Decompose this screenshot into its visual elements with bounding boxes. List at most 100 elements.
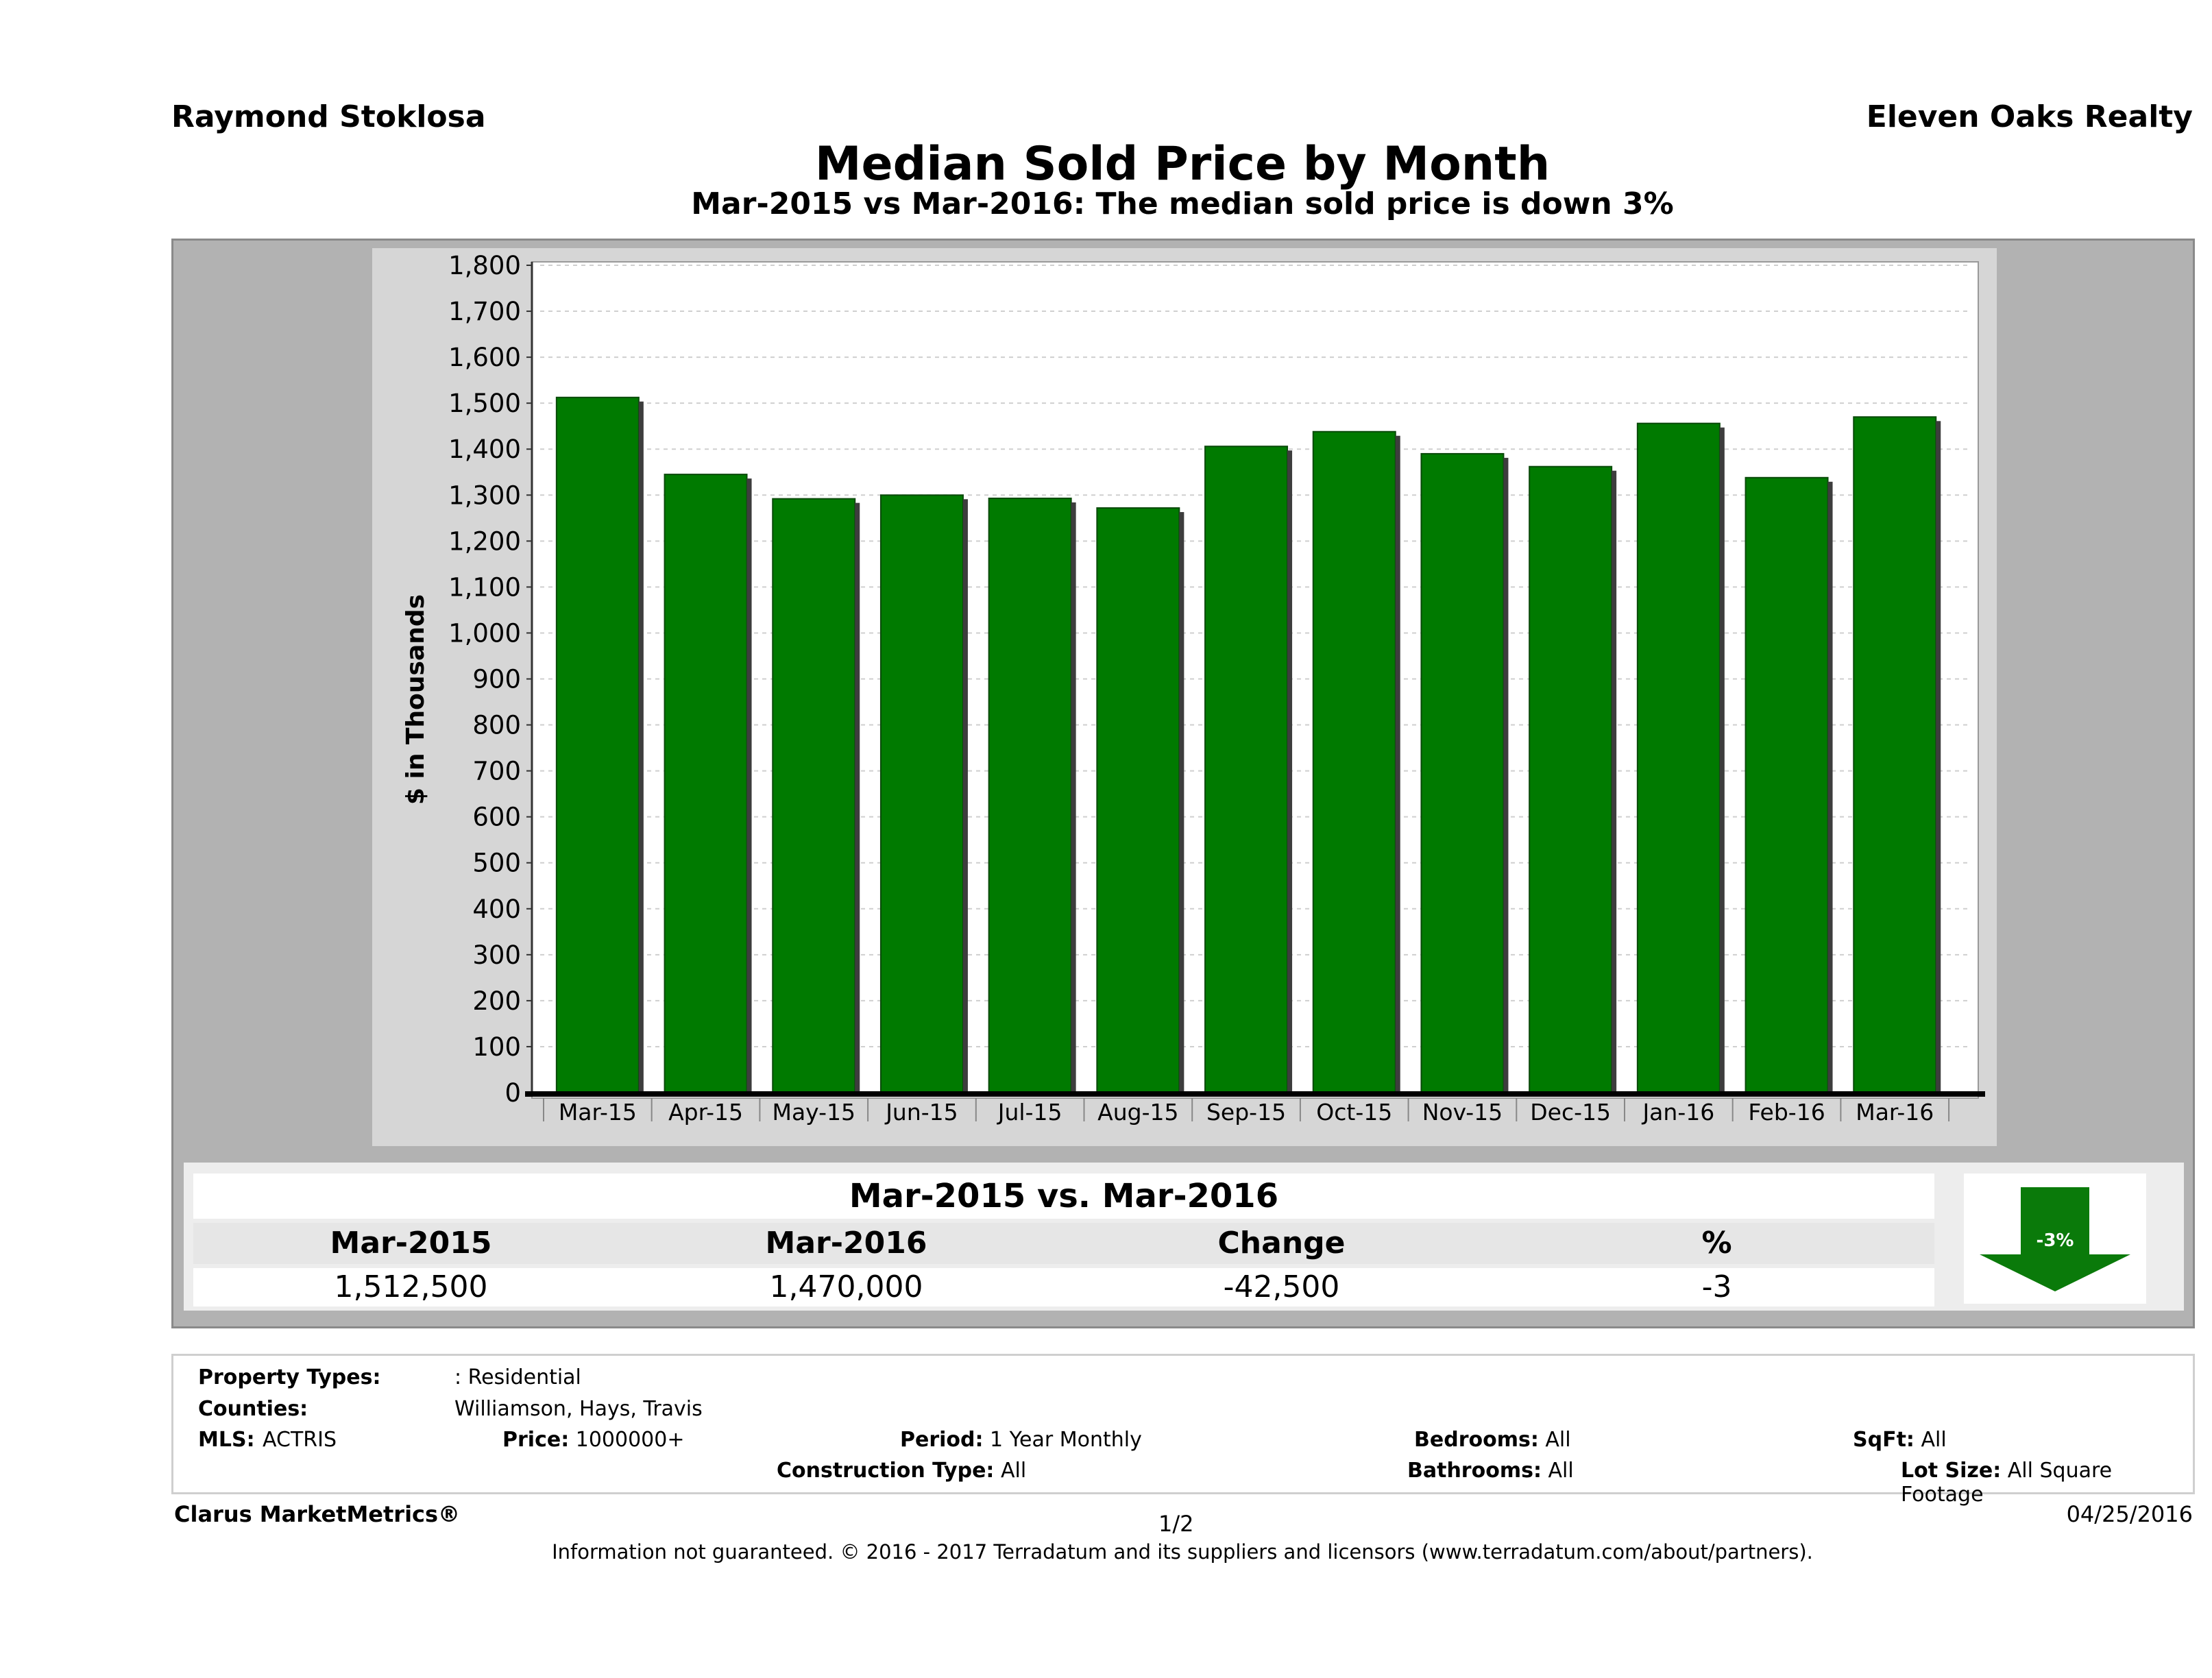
y-tick-label: 1,100 <box>448 572 521 602</box>
lot-size-value: All Square Footage <box>1901 1459 2113 1507</box>
bar <box>772 498 856 1093</box>
bedrooms-label: Bedrooms: <box>1414 1428 1539 1452</box>
bar-shadow <box>1503 457 1509 1093</box>
x-tick-label: Mar-16 <box>1856 1099 1934 1126</box>
summary-header-cell: Mar-2016 <box>765 1226 927 1261</box>
bedrooms-value: All <box>1545 1428 1571 1452</box>
bar-shadow <box>1827 481 1833 1093</box>
y-tick-label: 0 <box>505 1078 521 1108</box>
summary-value-cell: 1,470,000 <box>769 1269 923 1304</box>
bar <box>1204 446 1289 1093</box>
bar-shadow <box>1071 502 1076 1093</box>
mls-value: ACTRIS <box>263 1428 337 1452</box>
bar <box>1529 465 1613 1094</box>
bar <box>879 494 964 1093</box>
summary-title: Mar-2015 vs. Mar-2016 <box>193 1174 1934 1219</box>
page-number: 1/2 <box>1158 1511 1194 1537</box>
summary-value-row: 1,512,500 1,470,000 -42,500 -3 <box>193 1268 1934 1306</box>
y-tick-label: 1,700 <box>448 297 521 326</box>
bars <box>555 396 1941 1094</box>
report-date: 04/25/2016 <box>2066 1501 2193 1527</box>
bar <box>1420 452 1505 1093</box>
property-types-label: Property Types: <box>198 1365 381 1389</box>
bar-shadow <box>962 499 968 1093</box>
y-tick-label: 600 <box>472 803 521 832</box>
summary-value-cell: 1,512,500 <box>334 1269 488 1304</box>
x-tick-label: Nov-15 <box>1422 1099 1503 1126</box>
summary-value-cell: -42,500 <box>1223 1269 1340 1304</box>
chart-title: Median Sold Price by Month <box>814 137 1551 191</box>
y-tick-label: 900 <box>472 665 521 694</box>
bar-chart: 0 100 200 300 400 500 600 700 800 900 1,000 1,100 1,… <box>372 248 1997 1146</box>
x-tick-label: Sep-15 <box>1206 1099 1286 1126</box>
summary-header-row: Mar-2015 Mar-2016 Change % <box>193 1223 1934 1264</box>
y-tick-label: 100 <box>472 1032 521 1062</box>
summary-header-cell: Change <box>1217 1226 1346 1261</box>
bar-shadow <box>746 478 752 1093</box>
down-arrow-icon <box>1980 1187 2130 1291</box>
y-tick-label: 700 <box>472 757 521 786</box>
bar <box>988 497 1072 1093</box>
x-tick-label: Jul-15 <box>997 1099 1062 1126</box>
period-value: 1 Year Monthly <box>990 1428 1142 1452</box>
change-badge: -3% <box>1964 1174 2146 1304</box>
counties-value: Williamson, Hays, Travis <box>454 1397 703 1421</box>
sqft-label: SqFt: <box>1853 1428 1915 1452</box>
bathrooms-value: All <box>1548 1459 1574 1483</box>
y-axis-label: $ in Thousands <box>402 594 430 805</box>
bar-shadow <box>1719 427 1725 1093</box>
bar <box>1312 430 1396 1094</box>
mls-label: MLS: <box>198 1428 255 1452</box>
price-value: 1000000+ <box>575 1428 685 1452</box>
brokerage-name: Eleven Oaks Realty <box>1866 99 2193 134</box>
x-tick-label: Apr-15 <box>668 1099 743 1126</box>
y-tick-label: 400 <box>472 895 521 924</box>
x-tick-label: Feb-16 <box>1748 1099 1825 1126</box>
bar <box>1853 416 1937 1094</box>
y-tick-label: 1,600 <box>448 343 521 372</box>
bathrooms-label: Bathrooms: <box>1407 1459 1542 1483</box>
y-tick-label: 1,400 <box>448 435 521 464</box>
price-label: Price: <box>502 1428 570 1452</box>
x-axis-line <box>525 1091 1985 1097</box>
y-tick-label: 1,800 <box>448 251 521 280</box>
bar <box>555 396 640 1093</box>
axes: 0 100 200 300 400 500 600 700 800 900 1,000 1,100 1,… <box>448 251 1985 1126</box>
disclaimer: Information not guaranteed. © 2016 - 201… <box>552 1540 1813 1564</box>
period-label: Period: <box>900 1428 984 1452</box>
y-tick-label: 1,500 <box>448 389 521 418</box>
construction-type-label: Construction Type: <box>777 1459 995 1483</box>
y-tick-label: 1,200 <box>448 526 521 556</box>
property-types-value: : Residential <box>454 1365 581 1389</box>
construction-type-value: All <box>1000 1459 1027 1483</box>
footer-brand: Clarus MarketMetrics® <box>174 1501 461 1527</box>
y-tick-label: 300 <box>472 940 521 970</box>
y-tick-label: 200 <box>472 986 521 1016</box>
summary-value-cell: -3 <box>1701 1269 1732 1304</box>
y-tick-label: 1,000 <box>448 618 521 648</box>
bar-shadow <box>1936 421 1941 1093</box>
bar <box>1636 422 1721 1094</box>
lot-size-label: Lot Size: <box>1901 1459 2002 1483</box>
y-tick-label: 800 <box>472 711 521 740</box>
summary-header-cell: Mar-2015 <box>330 1226 492 1261</box>
x-tick-label: Jun-15 <box>884 1099 958 1126</box>
x-tick-label: May-15 <box>772 1099 855 1126</box>
counties-label: Counties: <box>198 1397 308 1421</box>
bar <box>1745 476 1829 1093</box>
summary-header-cell: % <box>1701 1226 1732 1261</box>
agent-name: Raymond Stoklosa <box>171 99 486 134</box>
y-tick-label: 500 <box>472 849 521 878</box>
chart-subtitle: Mar-2015 vs Mar-2016: The median sold pr… <box>691 186 1674 221</box>
bar-shadow <box>638 401 644 1093</box>
bar-shadow <box>1179 512 1184 1093</box>
bar-shadow <box>1395 435 1400 1093</box>
bar-shadow <box>1287 450 1293 1093</box>
bar <box>664 474 748 1093</box>
bar-shadow <box>1612 470 1617 1093</box>
badge-percent: -3% <box>2037 1230 2074 1251</box>
x-tick-label: Oct-15 <box>1316 1099 1392 1126</box>
bar <box>1096 507 1180 1093</box>
y-tick-label: 1,300 <box>448 481 521 510</box>
criteria-panel: Property Types: : Residential Counties: … <box>171 1354 2195 1507</box>
